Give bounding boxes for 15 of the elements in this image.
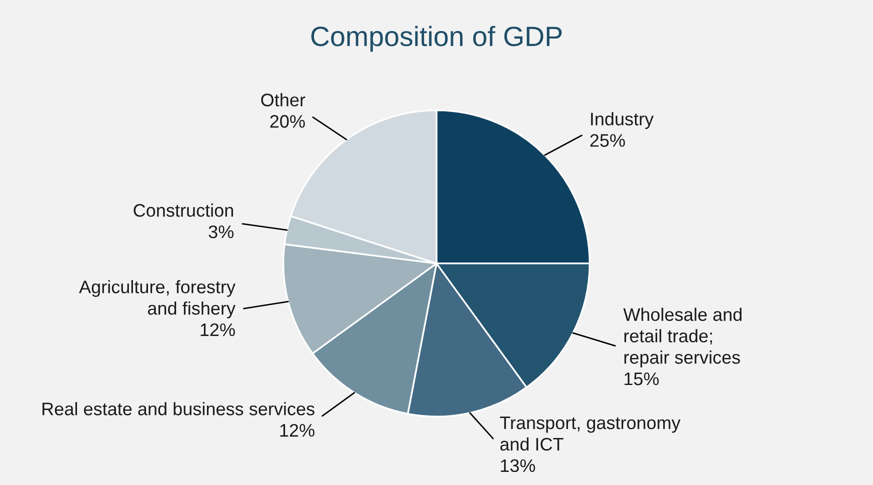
slice-label: Agriculture, forestry and fishery	[79, 280, 236, 318]
data-label: 15%	[624, 372, 659, 386]
data-label: 20%	[270, 115, 305, 128]
data-label: 12%	[200, 323, 235, 336]
slice-label: Industry	[591, 112, 654, 130]
data-label: 3%	[208, 225, 234, 238]
data-label: 12%	[280, 424, 314, 437]
slice-label: Other	[261, 93, 306, 106]
chart-title: Composition of GDP	[311, 26, 562, 52]
slice-label: Construction	[134, 204, 233, 217]
slice-label: Wholesale and retail trade; repair services	[623, 308, 742, 368]
slice-label: Real estate and business services	[42, 402, 314, 416]
data-label: 13%	[500, 459, 536, 472]
data-label: 25%	[590, 134, 625, 147]
slice-label: Transport, gastronomy and ICT	[500, 416, 680, 451]
